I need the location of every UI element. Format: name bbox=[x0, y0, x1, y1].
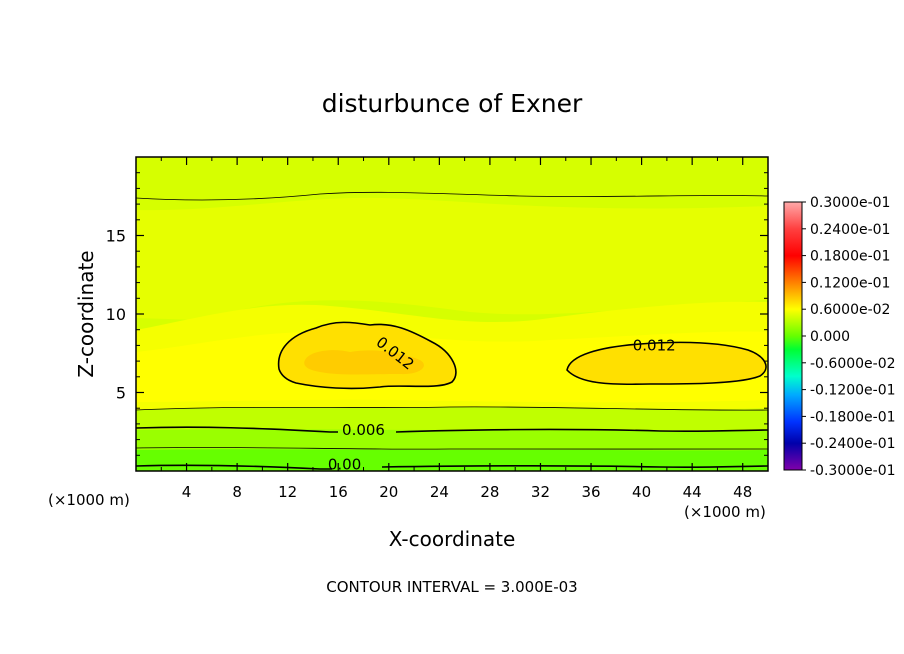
colorbar-label: 0.3000e-01 bbox=[810, 195, 890, 211]
colorbar-label: -0.1200e-01 bbox=[810, 383, 896, 399]
x-axis-label: X-coordinate bbox=[389, 527, 516, 551]
x-tick-label: 32 bbox=[531, 483, 550, 501]
y-axis-ticks: 5 10 15 bbox=[106, 172, 768, 456]
y-tick-label: 15 bbox=[106, 227, 126, 246]
contour-label: 0.00 bbox=[328, 456, 361, 474]
x-unit-left: (×1000 m) bbox=[48, 491, 130, 509]
x-tick-label: 44 bbox=[683, 483, 702, 501]
contour-blob-right bbox=[566, 341, 767, 386]
x-tick-label: 40 bbox=[632, 483, 651, 501]
x-tick-label: 28 bbox=[480, 483, 499, 501]
colorbar-label: 0.2400e-01 bbox=[810, 222, 890, 238]
field-band-lower-1 bbox=[136, 406, 768, 431]
x-tick-label: 16 bbox=[329, 483, 348, 501]
field-band-upper bbox=[136, 197, 768, 320]
contour-blob-left-core bbox=[304, 350, 424, 375]
x-tick-label: 4 bbox=[182, 483, 192, 501]
contour-interval-footer: CONTOUR INTERVAL = 3.000E-03 bbox=[326, 578, 577, 596]
x-unit-right: (×1000 m) bbox=[684, 503, 766, 521]
x-axis-ticks: 4 8 12 16 20 24 28 32 36 40 44 48 bbox=[160, 157, 752, 501]
y-tick-label: 10 bbox=[106, 305, 126, 324]
colorbar-label: -0.3000e-01 bbox=[810, 463, 896, 479]
x-tick-label: 12 bbox=[278, 483, 297, 501]
contour-line-lower-b bbox=[136, 426, 768, 433]
y-axis-label: Z-coordinate bbox=[74, 250, 98, 377]
x-tick-label: 24 bbox=[430, 483, 449, 501]
colorbar-label: -0.6000e-02 bbox=[810, 356, 896, 372]
colorbar-labels: 0.3000e-01 0.2400e-01 0.1800e-01 0.1200e-01… bbox=[802, 195, 896, 479]
colorbar-label: -0.1800e-01 bbox=[810, 409, 896, 425]
x-tick-label: 48 bbox=[733, 483, 752, 501]
contour-line-top bbox=[136, 191, 768, 201]
x-tick-label: 20 bbox=[379, 483, 398, 501]
plot-area bbox=[136, 157, 768, 471]
colorbar-label: 0.6000e-02 bbox=[810, 302, 890, 318]
contour-label: 0.012 bbox=[633, 336, 676, 354]
contour-label: 0.006 bbox=[342, 421, 385, 439]
x-tick-label: 36 bbox=[581, 483, 600, 501]
colorbar bbox=[783, 201, 803, 471]
contour-line-lower-c bbox=[136, 447, 768, 450]
contour-line-lower-a bbox=[136, 406, 768, 411]
colorbar-label: 0.000 bbox=[810, 329, 850, 345]
x-tick-label: 8 bbox=[232, 483, 242, 501]
colorbar-label: 0.1200e-01 bbox=[810, 275, 890, 291]
y-tick-label: 5 bbox=[116, 384, 126, 403]
field-band-lower-2 bbox=[136, 429, 768, 451]
chart-title: disturbunce of Exner bbox=[322, 89, 583, 118]
contour-line-lower-d bbox=[136, 464, 768, 470]
colorbar-label: -0.2400e-01 bbox=[810, 436, 896, 452]
colorbar-label: 0.1800e-01 bbox=[810, 249, 890, 265]
